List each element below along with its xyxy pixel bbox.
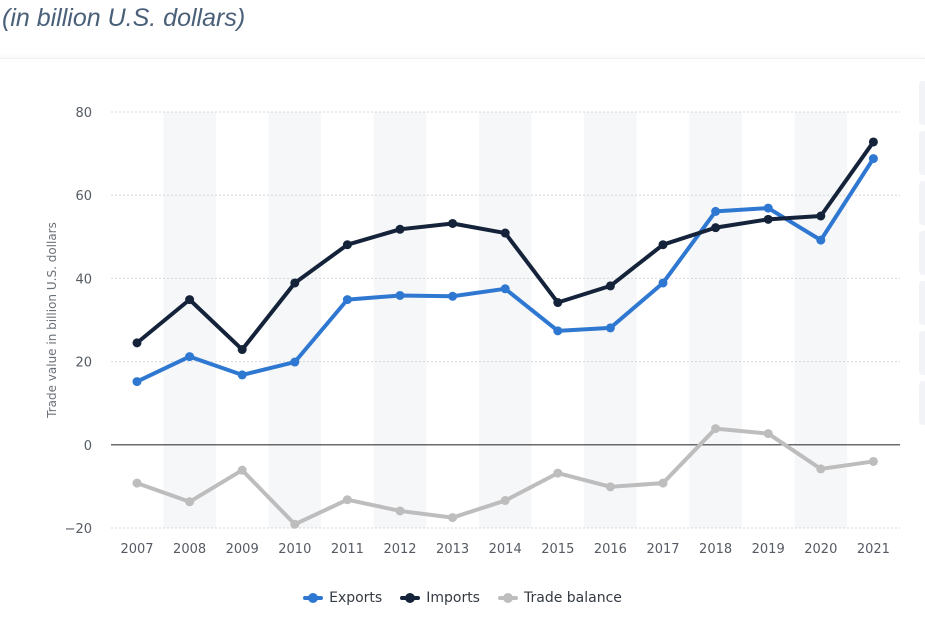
trade-balance-point[interactable] [185, 497, 195, 507]
imports-point[interactable] [553, 298, 563, 308]
exports-point[interactable] [500, 284, 510, 294]
imports-point[interactable] [448, 218, 458, 228]
legend-imports-label: Imports [426, 590, 480, 606]
chart-legend: Exports Imports Trade balance [0, 590, 925, 606]
toolbar-tab[interactable] [919, 231, 925, 275]
trade-balance-point[interactable] [658, 478, 668, 488]
chart-panel [0, 58, 925, 629]
x-tick-label: 2015 [541, 542, 574, 557]
legend-exports-label: Exports [329, 590, 383, 606]
x-tick-label: 2009 [226, 542, 259, 557]
exports-point[interactable] [448, 291, 458, 301]
legend-item-exports[interactable]: Exports [303, 590, 382, 606]
legend-item-imports[interactable]: Imports [400, 590, 480, 606]
x-tick-label: 2007 [120, 542, 153, 557]
exports-point[interactable] [711, 206, 721, 216]
legend-trade-balance-label: Trade balance [523, 590, 622, 606]
column-band [478, 112, 532, 528]
imports-point[interactable] [290, 278, 300, 288]
y-axis-label: Trade value in billion U.S. dollars [45, 222, 59, 419]
x-tick-label: 2018 [699, 542, 732, 557]
column-band [163, 112, 216, 528]
y-tick-label: 20 [75, 356, 92, 371]
trade-balance-point[interactable] [290, 519, 300, 529]
exports-point[interactable] [132, 377, 142, 387]
trade-balance-point[interactable] [553, 468, 563, 478]
exports-point[interactable] [185, 352, 195, 362]
imports-point[interactable] [185, 295, 195, 305]
exports-point[interactable] [868, 154, 878, 164]
imports-point[interactable] [395, 224, 405, 234]
exports-point[interactable] [605, 323, 615, 333]
x-tick-label: 2011 [331, 542, 364, 557]
trade-balance-point[interactable] [711, 424, 721, 434]
trade-balance-point[interactable] [448, 513, 458, 523]
toolbar-tab[interactable] [919, 181, 925, 225]
column-band [584, 112, 637, 528]
x-tick-label: 2012 [383, 542, 416, 557]
exports-point[interactable] [816, 235, 826, 245]
y-tick-label: −20 [65, 522, 92, 537]
exports-point[interactable] [553, 326, 563, 336]
imports-point[interactable] [816, 211, 826, 221]
column-band [689, 112, 742, 528]
x-tick-label: 2016 [594, 542, 627, 557]
trade-balance-point[interactable] [342, 495, 352, 505]
y-tick-label: 40 [75, 272, 92, 287]
imports-point[interactable] [711, 223, 721, 233]
trade-balance-point[interactable] [395, 506, 405, 516]
x-tick-label: 2017 [646, 542, 679, 557]
imports-point[interactable] [763, 214, 773, 224]
y-tick-label: 0 [84, 439, 92, 454]
trade-balance-point[interactable] [500, 496, 510, 506]
trade-balance-point[interactable] [237, 465, 247, 475]
toolbar-tab[interactable] [919, 281, 925, 325]
chart-subtitle: (in billion U.S. dollars) [2, 4, 246, 32]
y-tick-label: 60 [75, 189, 92, 204]
x-tick-label: 2014 [489, 542, 522, 557]
imports-point[interactable] [132, 338, 142, 348]
exports-point[interactable] [395, 290, 405, 300]
x-tick-label: 2010 [278, 542, 311, 557]
imports-point[interactable] [605, 281, 615, 291]
exports-point[interactable] [237, 370, 247, 380]
toolbar-tab[interactable] [919, 381, 925, 425]
column-band [268, 112, 322, 528]
legend-trade-balance-icon [497, 593, 518, 603]
exports-point[interactable] [763, 203, 773, 213]
imports-point[interactable] [658, 240, 668, 250]
exports-point[interactable] [658, 278, 668, 288]
trade-balance-point[interactable] [868, 456, 878, 466]
trade-balance-point[interactable] [132, 478, 142, 488]
legend-exports-icon [303, 593, 324, 603]
imports-point[interactable] [237, 345, 247, 355]
y-tick-label: 80 [75, 106, 92, 121]
trade-balance-point[interactable] [605, 482, 615, 492]
x-tick-label: 2013 [436, 542, 469, 557]
legend-imports-icon [400, 593, 421, 603]
legend-item-trade-balance[interactable]: Trade balance [497, 590, 622, 606]
x-tick-label: 2021 [857, 542, 890, 557]
imports-point[interactable] [868, 137, 878, 147]
exports-point[interactable] [342, 295, 352, 305]
toolbar-tab[interactable] [919, 131, 925, 175]
exports-point[interactable] [290, 357, 300, 367]
toolbar-tab[interactable] [919, 81, 925, 125]
x-tick-label: 2019 [752, 542, 785, 557]
x-tick-label: 2020 [804, 542, 837, 557]
x-tick-label: 2008 [173, 542, 206, 557]
toolbar-tab[interactable] [919, 331, 925, 375]
trade-balance-point[interactable] [763, 429, 773, 439]
column-band [373, 112, 427, 528]
trade-balance-point[interactable] [816, 464, 826, 474]
imports-point[interactable] [342, 240, 352, 250]
imports-point[interactable] [500, 228, 510, 238]
